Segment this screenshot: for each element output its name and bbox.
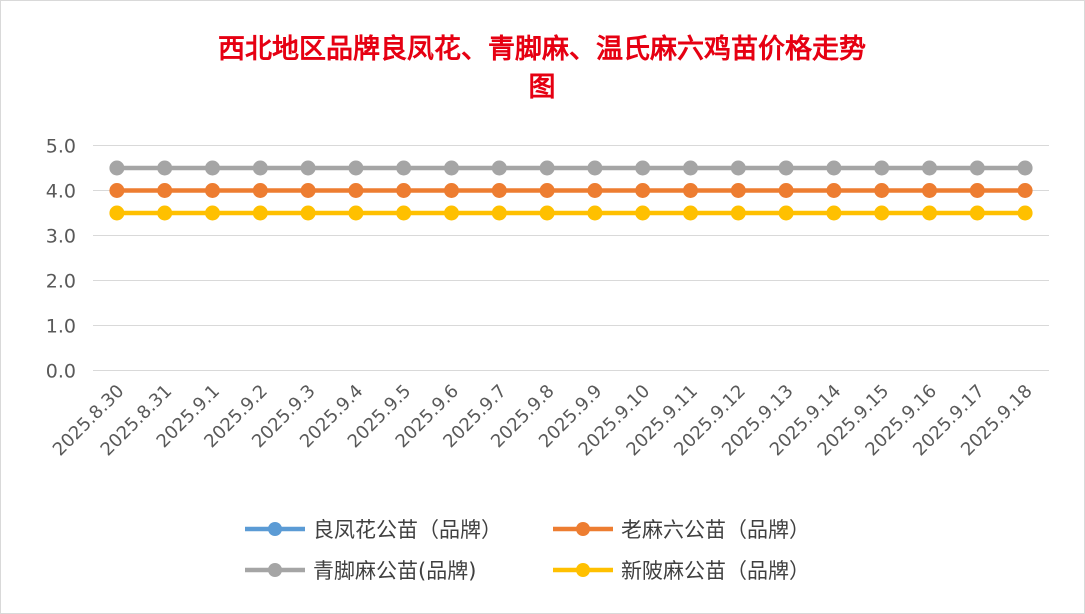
y-tick-label: 4.0 xyxy=(46,181,76,203)
data-point xyxy=(683,160,698,176)
data-point xyxy=(1017,205,1033,221)
data-point xyxy=(444,205,459,221)
data-point xyxy=(157,183,173,198)
data-point xyxy=(587,205,603,221)
data-point xyxy=(683,183,698,198)
data-point xyxy=(109,160,125,176)
chart-title-line-2: 图 xyxy=(529,72,556,103)
data-point xyxy=(396,160,412,176)
y-tick-label: 5.0 xyxy=(46,136,76,158)
data-point xyxy=(300,160,316,176)
data-point xyxy=(300,183,316,198)
chart-title-line-1: 西北地区品牌良凤花、青脚麻、温氏麻六鸡苗价格走势 xyxy=(218,33,866,65)
data-point xyxy=(348,183,364,198)
data-point xyxy=(157,205,173,221)
data-point xyxy=(826,160,842,176)
data-point xyxy=(300,205,316,221)
gridlines xyxy=(93,145,1049,371)
data-point xyxy=(205,205,220,221)
data-point xyxy=(491,160,507,176)
data-point xyxy=(587,183,603,198)
data-point xyxy=(252,205,268,221)
data-point xyxy=(157,160,173,176)
legend: 良凤花公苗（品牌） 老麻六公苗（品牌） 青脚麻公苗(品牌) 新陂麻公苗（品牌） xyxy=(245,518,810,583)
series-line xyxy=(109,205,1033,221)
y-tick-label: 0.0 xyxy=(46,361,76,383)
legend-label: 青脚麻公苗(品牌) xyxy=(313,559,476,583)
data-point xyxy=(969,205,985,221)
legend-swatch-marker xyxy=(268,522,282,536)
legend-item: 新陂麻公苗（品牌） xyxy=(553,559,810,583)
legend-swatch-marker xyxy=(268,563,282,577)
legend-swatch-marker xyxy=(576,522,590,536)
series-group xyxy=(109,160,1033,221)
data-point xyxy=(635,160,651,176)
legend-swatch-marker xyxy=(576,563,590,577)
legend-label: 良凤花公苗（品牌） xyxy=(313,518,502,542)
data-point xyxy=(539,160,555,176)
data-point xyxy=(826,205,842,221)
data-point xyxy=(730,205,746,221)
data-point xyxy=(252,160,268,176)
data-point xyxy=(730,160,746,176)
y-tick-label: 1.0 xyxy=(46,316,76,338)
data-point xyxy=(635,183,651,198)
legend-label: 新陂麻公苗（品牌） xyxy=(621,559,810,583)
data-point xyxy=(922,183,937,198)
data-point xyxy=(730,183,746,198)
series-line xyxy=(109,183,1033,198)
legend-item: 青脚麻公苗(品牌) xyxy=(245,559,476,583)
data-point xyxy=(874,183,890,198)
data-point xyxy=(491,183,507,198)
data-point xyxy=(874,205,890,221)
data-point xyxy=(635,205,651,221)
data-point xyxy=(969,183,985,198)
data-point xyxy=(109,183,125,198)
y-tick-label: 2.0 xyxy=(46,271,76,293)
data-point xyxy=(205,183,220,198)
data-point xyxy=(444,160,459,176)
data-point xyxy=(778,183,794,198)
series-line xyxy=(109,160,1033,176)
data-point xyxy=(826,183,842,198)
data-point xyxy=(969,160,985,176)
data-point xyxy=(778,205,794,221)
data-point xyxy=(539,183,555,198)
data-point xyxy=(205,160,220,176)
data-point xyxy=(252,183,268,198)
data-point xyxy=(874,160,890,176)
data-point xyxy=(396,183,412,198)
data-point xyxy=(539,205,555,221)
data-point xyxy=(587,160,603,176)
data-point xyxy=(922,160,937,176)
data-point xyxy=(348,205,364,221)
y-axis-tick-labels: 0.0 1.0 2.0 3.0 4.0 5.0 xyxy=(46,136,76,383)
y-tick-label: 3.0 xyxy=(46,226,76,248)
data-point xyxy=(922,205,937,221)
data-point xyxy=(1017,183,1033,198)
legend-item: 老麻六公苗（品牌） xyxy=(553,518,810,542)
data-point xyxy=(444,183,459,198)
data-point xyxy=(778,160,794,176)
data-point xyxy=(109,205,125,221)
x-axis-tick-labels: 2025.8.302025.8.312025.9.12025.9.22025.9… xyxy=(49,381,1037,461)
data-point xyxy=(1017,160,1033,176)
data-point xyxy=(491,205,507,221)
legend-label: 老麻六公苗（品牌） xyxy=(621,518,810,542)
data-point xyxy=(683,205,698,221)
data-point xyxy=(396,205,412,221)
data-point xyxy=(348,160,364,176)
legend-item: 良凤花公苗（品牌） xyxy=(245,518,502,542)
